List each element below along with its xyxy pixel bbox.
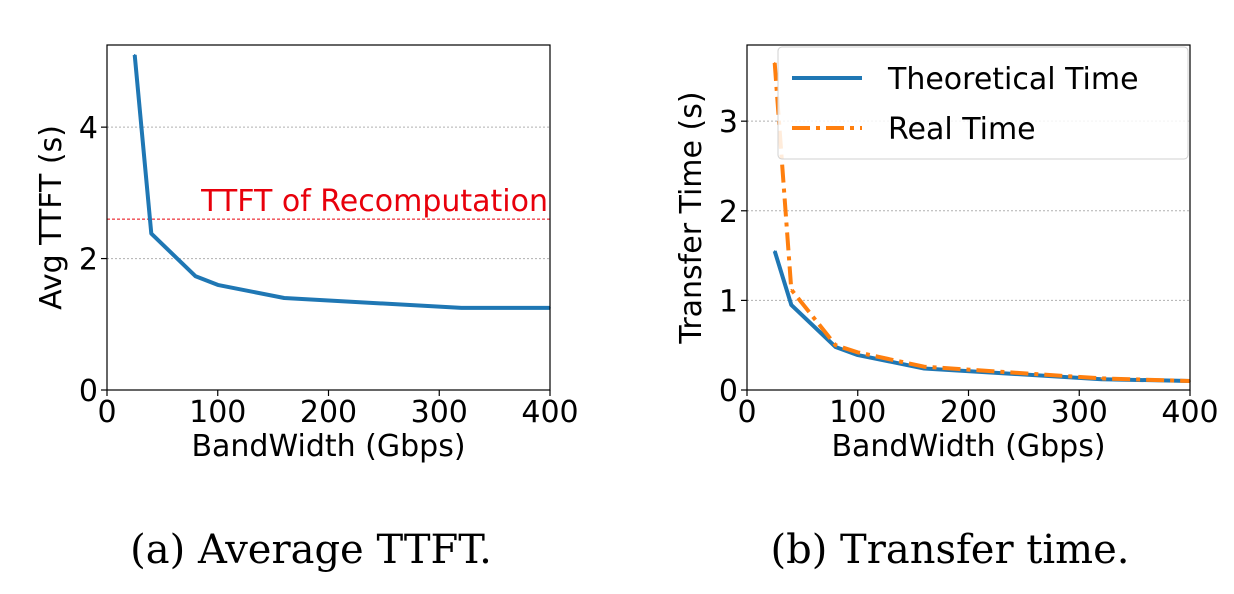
a-series-1-point — [133, 54, 136, 56]
a-series-1-point — [150, 232, 153, 235]
b-x-axis-label: BandWidth (Gbps) — [831, 429, 1105, 464]
a-series-line-1 — [132, 54, 550, 310]
b-x-tick-label: 200 — [940, 395, 997, 430]
a-x-tick-label: 200 — [300, 395, 357, 430]
b-legend-label-2: Real Time — [888, 112, 1036, 147]
a-x-tick-label: 0 — [97, 395, 116, 430]
a-y-tick-label: 0 — [79, 374, 98, 409]
b-y-axis-label: Transfer Time (s) — [674, 91, 709, 344]
a-series-1-point — [194, 275, 197, 278]
b-x-tick-label: 100 — [829, 395, 886, 430]
caption-a: (a) Average TTFT. — [130, 527, 492, 573]
a-series-1-point — [460, 307, 463, 309]
b-series-2-point — [773, 62, 776, 64]
b-legend-label-1: Theoretical Time — [887, 62, 1139, 97]
a-y-tick-label: 4 — [79, 111, 98, 146]
b-series-2-point — [790, 288, 793, 291]
b-series-2-point — [1100, 377, 1103, 380]
b-x-tick-label: 0 — [737, 395, 756, 430]
b-series-2-point — [834, 344, 837, 346]
a-series-1-point — [216, 284, 219, 286]
b-y-tick-label: 0 — [719, 374, 738, 409]
b-series-1-point — [856, 354, 859, 356]
a-reference-label: TTFT of Recomputation — [200, 184, 548, 219]
b-y-tick-label: 1 — [719, 284, 738, 319]
b-series-2-point — [923, 365, 925, 368]
b-legend-box — [777, 46, 1189, 160]
b-series-1-point — [790, 304, 793, 306]
a-y-axis-label: Avg TTFT (s) — [34, 125, 69, 310]
b-x-tick-label: 400 — [1161, 395, 1218, 430]
b-y-tick-label: 3 — [719, 105, 738, 140]
a-x-tick-label: 100 — [189, 395, 246, 430]
a-y-tick-label: 2 — [79, 243, 98, 278]
chart-average-ttft: TTFT of Recomputation 0 100 200 300 400 0 2 4 Ban… — [34, 44, 579, 464]
chart-transfer-time: 0 100 200 300 400 0 1 2 3 BandWidth (Gbps) Transfe… — [674, 44, 1219, 464]
b-y-tick-label: 2 — [719, 195, 738, 230]
a-x-tick-label: 300 — [411, 395, 468, 430]
b-series-1-point — [773, 250, 776, 252]
b-series-2-point — [856, 351, 859, 354]
b-x-tick-label: 300 — [1051, 395, 1108, 430]
b-series-line-1 — [772, 250, 1191, 383]
a-x-axis-label: BandWidth (Gbps) — [191, 429, 465, 464]
caption-b: (b) Transfer time. — [771, 527, 1130, 573]
a-x-tick-label: 400 — [521, 395, 578, 430]
a-series-1-point — [283, 297, 286, 299]
b-legend: Theoretical Time Real Time — [777, 46, 1189, 160]
